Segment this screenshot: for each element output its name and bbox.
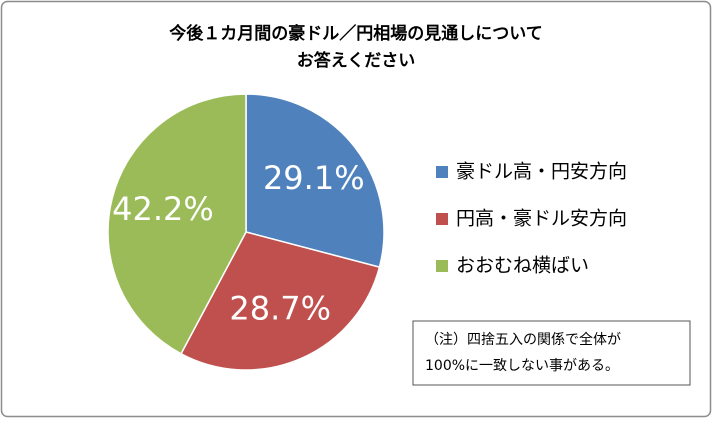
legend-swatch: [436, 260, 448, 272]
pie-slice: [107, 93, 247, 355]
annotation: （注）四捨五入の関係で全体が: [425, 331, 621, 348]
annotation-box: [412, 320, 691, 386]
pie-slice: [180, 231, 381, 371]
data-label: 42.2%: [112, 190, 214, 228]
data-label: 28.7%: [229, 289, 331, 327]
legend-swatch: [436, 166, 448, 178]
legend-label: おおむね横ばい: [456, 255, 589, 277]
chart-title: 今後１カ月間の豪ドル／円相場の見通しについて: [169, 23, 543, 44]
data-label: 29.1%: [263, 159, 365, 197]
legend-label: 豪ドル高・円安方向: [456, 161, 627, 183]
legend-swatch: [436, 213, 448, 225]
legend-label: 円高・豪ドル安方向: [456, 208, 627, 230]
pie-slice: [245, 93, 385, 269]
chart-title: お答えください: [297, 50, 416, 71]
annotation: 100%に一致しない事がある。: [425, 358, 619, 374]
